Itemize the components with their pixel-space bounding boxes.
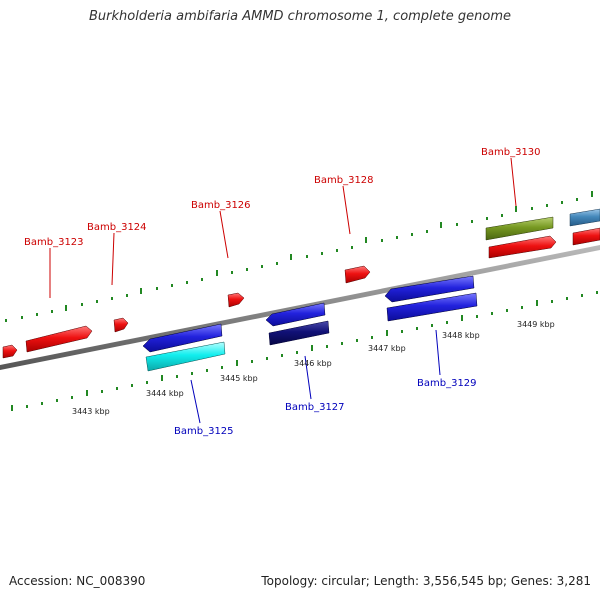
gene-feature [25,325,93,353]
gene-feature [265,302,326,327]
scale-label: 3448 kbp [442,331,480,340]
gene-feature [569,208,600,227]
reverse-genes [142,275,478,372]
gene-label-bamb-3125: Bamb_3125 [174,426,234,437]
forward-tick-track [5,191,593,322]
gene-feature [572,227,600,246]
scale-label: 3444 kbp [146,389,184,398]
scale-label: 3446 kbp [294,359,332,368]
reverse-tick-track [11,291,598,411]
gene-feature [386,292,478,322]
gene-feature [268,320,330,346]
gene-feature [142,323,223,353]
gene-feature [227,292,245,308]
scale-label: 3447 kbp [368,344,406,353]
gene-label-bamb-3124: Bamb_3124 [87,222,147,233]
gene-feature [2,344,18,359]
gene-label-bamb-3128: Bamb_3128 [314,175,374,186]
reverse-label-leaders [190,329,441,424]
reverse-gene-labels: Bamb_3125 Bamb_3127 Bamb_3129 [174,378,477,437]
scale-label: 3449 kbp [517,320,555,329]
gene-feature [113,317,129,333]
gene-label-bamb-3130: Bamb_3130 [481,147,541,158]
gene-feature [145,341,226,372]
gene-feature [488,235,557,259]
gene-feature [485,216,554,241]
gene-label-bamb-3127: Bamb_3127 [285,402,345,413]
topology-text: Topology: circular; Length: 3,556,545 bp… [261,574,591,588]
forward-genes [2,208,600,359]
forward-gene-labels: Bamb_3123 Bamb_3124 Bamb_3126 Bamb_3128 … [24,147,541,248]
scale-label: 3445 kbp [220,374,258,383]
scale-labels: 3443 kbp 3444 kbp 3445 kbp 3446 kbp 3447… [72,320,555,416]
gene-label-bamb-3123: Bamb_3123 [24,237,84,248]
chromosome-backbone [0,245,600,370]
gene-label-bamb-3129: Bamb_3129 [417,378,477,389]
map-title: Burkholderia ambifaria AMMD chromosome 1… [88,9,512,24]
forward-label-leaders [49,157,517,298]
gene-label-bamb-3126: Bamb_3126 [191,200,251,211]
gene-feature [384,275,475,303]
scale-label: 3443 kbp [72,407,110,416]
accession-text: Accession: NC_008390 [9,574,146,588]
gene-feature [344,265,371,284]
